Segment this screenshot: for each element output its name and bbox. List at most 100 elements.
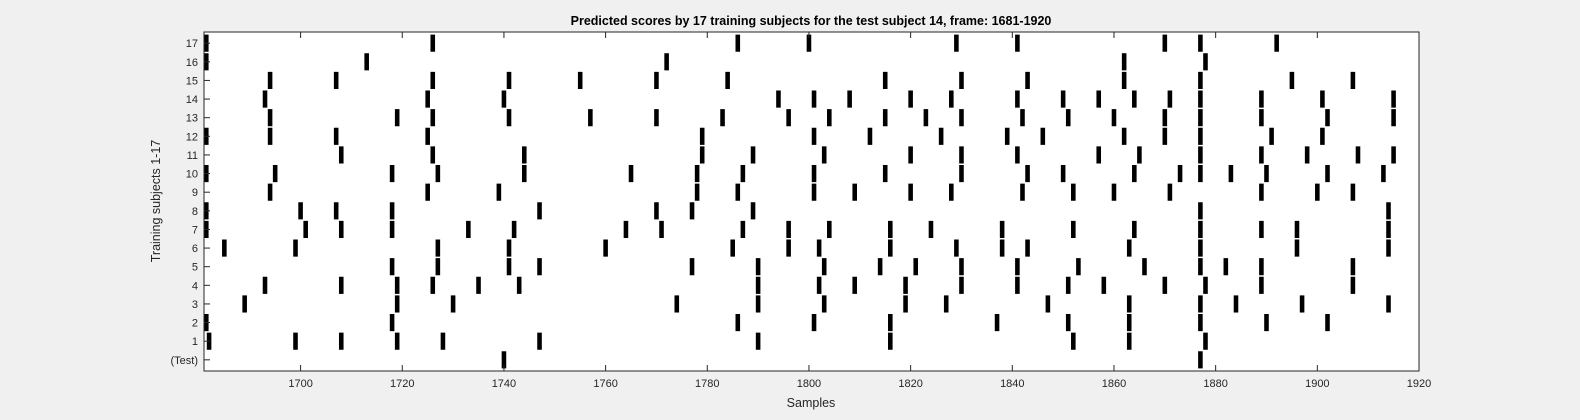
- raster-mark: [959, 146, 964, 164]
- raster-mark: [435, 258, 441, 276]
- raster-mark: [821, 258, 827, 276]
- raster-mark: [847, 90, 852, 108]
- raster-mark: [1350, 258, 1356, 276]
- raster-mark: [1121, 71, 1127, 89]
- raster-mark: [338, 276, 344, 294]
- raster-mark: [735, 34, 741, 52]
- raster-mark: [628, 164, 634, 183]
- raster-mark: [242, 295, 247, 313]
- raster-mark: [954, 34, 959, 52]
- x-tick-label: 1780: [695, 378, 719, 390]
- raster-mark: [959, 276, 964, 294]
- x-tick-label: 1740: [492, 378, 516, 390]
- raster-mark: [425, 183, 430, 201]
- x-tick-label: 1860: [1102, 378, 1126, 390]
- raster-mark: [1004, 127, 1010, 145]
- x-tick-label: 1880: [1203, 378, 1227, 390]
- raster-mark: [364, 53, 369, 71]
- raster-mark: [450, 295, 456, 313]
- raster-mark: [1289, 71, 1295, 89]
- raster-mark: [389, 220, 395, 239]
- raster-mark: [521, 164, 527, 183]
- y-axis-label: Training subjects 1-17: [149, 140, 163, 263]
- raster-mark: [425, 90, 430, 108]
- raster-mark: [303, 220, 308, 239]
- y-tick-label: 6: [192, 243, 198, 255]
- raster-mark: [694, 183, 700, 201]
- y-tick-label: 17: [186, 38, 198, 50]
- raster-mark: [923, 109, 929, 127]
- raster-mark: [674, 295, 680, 313]
- raster-mark: [577, 71, 583, 89]
- raster-mark: [959, 109, 964, 127]
- raster-mark: [394, 109, 400, 127]
- raster-mark: [1294, 239, 1300, 257]
- y-tick-label: 11: [187, 150, 198, 162]
- raster-mark: [1142, 258, 1147, 276]
- raster-mark: [501, 351, 507, 369]
- y-tick-label: 13: [186, 113, 198, 125]
- raster-mark: [786, 109, 791, 127]
- raster-mark: [506, 109, 512, 127]
- raster-mark: [699, 127, 705, 145]
- raster-mark: [272, 164, 278, 183]
- raster-mark: [1355, 146, 1361, 164]
- raster-mark: [1198, 164, 1203, 183]
- raster-mark: [786, 220, 791, 239]
- raster-mark: [827, 109, 832, 127]
- raster-mark: [440, 332, 446, 350]
- raster-mark: [999, 220, 1005, 239]
- raster-mark: [1198, 109, 1203, 127]
- raster-mark: [1065, 276, 1071, 294]
- raster-mark: [1391, 146, 1396, 164]
- raster-mark: [1025, 71, 1030, 89]
- raster-mark: [389, 164, 395, 183]
- raster-mark: [908, 146, 913, 164]
- raster-mark: [740, 220, 746, 239]
- raster-mark: [1198, 351, 1203, 369]
- raster-mark: [1015, 146, 1020, 164]
- x-tick-label: 1820: [898, 378, 922, 390]
- raster-mark: [430, 71, 436, 89]
- raster-mark: [1386, 220, 1391, 239]
- raster-mark: [1325, 109, 1330, 127]
- raster-mark: [262, 276, 268, 294]
- raster-mark: [623, 220, 629, 239]
- raster-mark: [867, 127, 873, 145]
- x-tick-label: 1900: [1305, 378, 1329, 390]
- raster-mark: [1060, 164, 1066, 183]
- raster-mark: [603, 239, 608, 257]
- raster-mark: [506, 258, 512, 276]
- raster-mark: [735, 183, 741, 201]
- raster-mark: [1065, 109, 1071, 127]
- raster-mark: [999, 239, 1005, 257]
- y-tick-label: 7: [192, 224, 198, 236]
- raster-mark: [1350, 183, 1356, 201]
- raster-mark: [1132, 220, 1137, 239]
- raster-mark: [1274, 34, 1279, 52]
- raster-mark: [664, 53, 669, 71]
- raster-mark: [293, 239, 298, 257]
- y-tick-label: 8: [192, 206, 198, 218]
- raster-mark: [338, 220, 344, 239]
- raster-mark: [1203, 332, 1208, 350]
- raster-mark: [1320, 127, 1325, 145]
- raster-mark: [1167, 90, 1173, 108]
- raster-mark: [1096, 90, 1102, 108]
- raster-mark: [430, 276, 436, 294]
- raster-mark: [466, 220, 471, 239]
- y-tick-label: 12: [186, 131, 198, 143]
- raster-mark: [908, 90, 913, 108]
- raster-mark: [816, 239, 822, 257]
- raster-mark: [928, 220, 934, 239]
- raster-mark: [994, 314, 1000, 332]
- raster-mark: [537, 332, 542, 350]
- raster-mark: [720, 109, 725, 127]
- raster-mark: [1126, 332, 1132, 350]
- y-tick-label: 9: [192, 187, 198, 199]
- raster-mark: [1198, 239, 1203, 257]
- raster-mark: [389, 314, 395, 332]
- raster-mark: [806, 34, 812, 52]
- y-tick-label: 4: [192, 280, 198, 292]
